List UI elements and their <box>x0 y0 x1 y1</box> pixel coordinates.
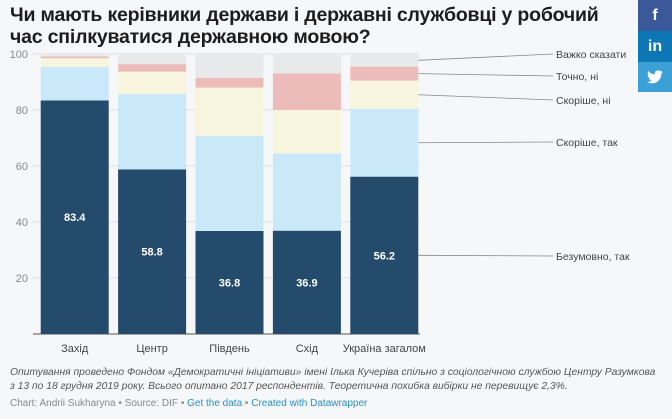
bar-segment <box>118 64 187 72</box>
chart-source: Source: DIF <box>124 398 179 409</box>
bar-segment <box>272 54 341 74</box>
y-tick-label: 60 <box>16 161 28 173</box>
bar-segment <box>272 73 341 110</box>
bar-segment <box>350 66 419 81</box>
legend-label: Скоріше, так <box>556 137 618 149</box>
bar-segment <box>118 93 187 170</box>
legend-leader-line <box>418 254 554 257</box>
get-data-link[interactable]: Get the data <box>187 398 243 409</box>
data-label: 83.4 <box>64 212 86 224</box>
bar-segment <box>195 54 264 78</box>
stacked-bar-chart: 20 40 60 80 100 83.4 Захід 58.8 Центр 36.8 Південь… <box>10 49 630 355</box>
y-tick-label: 80 <box>16 105 28 117</box>
twitter-share-button[interactable] <box>638 62 672 92</box>
facebook-share-button[interactable]: f <box>638 0 672 31</box>
x-tick-label: Захід <box>61 343 89 355</box>
legend-leader-line <box>418 94 554 101</box>
bar-segment <box>272 153 341 231</box>
x-tick-label: Південь <box>209 343 250 355</box>
bar-segment <box>272 230 341 334</box>
bar-segment <box>350 108 419 177</box>
legend-label: Скоріше, ні <box>556 95 611 107</box>
bar-segment <box>195 135 264 231</box>
bar-segment <box>350 54 419 67</box>
bar-segment <box>40 100 109 334</box>
bar-segment <box>350 176 419 334</box>
bar-segment <box>350 80 419 109</box>
facebook-icon: f <box>652 6 658 24</box>
y-tick-label: 40 <box>16 217 28 229</box>
chart-byline: Chart: Andrii Sukharyna • Source: DIF • … <box>10 398 368 409</box>
bar-segment <box>40 56 109 59</box>
chart-title: Чи мають керівники держави і державні сл… <box>10 4 599 48</box>
data-label: 56.2 <box>374 250 395 262</box>
bar-segment <box>118 169 187 334</box>
bar-segment <box>40 54 109 57</box>
bar-segment <box>40 58 109 67</box>
legend-label: Важко сказати <box>556 49 626 61</box>
bar-segment <box>272 110 341 154</box>
legend-leader-line <box>418 53 554 61</box>
data-label: 36.9 <box>296 277 317 289</box>
legend-leader-line <box>418 141 554 144</box>
legend-label: Точно, ні <box>556 71 598 83</box>
linkedin-icon: in <box>647 37 663 55</box>
bar-segment <box>118 54 187 65</box>
data-label: 36.8 <box>219 277 240 289</box>
bar-segment <box>195 77 264 88</box>
bar-segment <box>195 230 264 334</box>
legend-label: Безумовно, так <box>556 251 630 263</box>
datawrapper-link[interactable]: Created with Datawrapper <box>251 398 368 409</box>
x-tick-label: Схід <box>296 343 319 355</box>
y-tick-label: 20 <box>16 273 28 285</box>
bar-segment <box>195 87 264 136</box>
legend-leader-line <box>418 73 554 77</box>
chart-notes: Опитування проведено Фондом «Демократичн… <box>10 367 656 392</box>
data-label: 58.8 <box>141 247 162 259</box>
x-tick-label: Центр <box>136 343 168 355</box>
x-tick-label: Україна загалом <box>343 343 426 355</box>
linkedin-share-button[interactable]: in <box>638 31 672 62</box>
bar-segment <box>40 66 109 101</box>
bar-segment <box>118 71 187 94</box>
chart-author: Chart: Andrii Sukharyna <box>10 398 116 409</box>
y-tick-label: 100 <box>10 49 28 61</box>
twitter-icon <box>647 70 663 84</box>
